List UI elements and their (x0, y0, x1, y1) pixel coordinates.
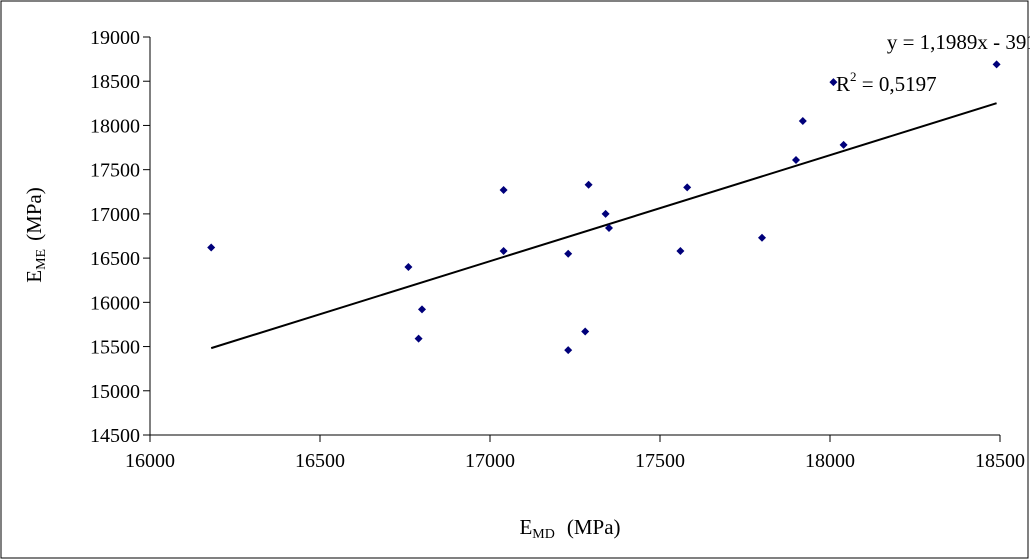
data-point (683, 183, 692, 192)
data-point (418, 305, 426, 314)
y-tick-label: 15500 (90, 337, 140, 359)
y-tick-label: 16500 (90, 248, 140, 270)
y-tick-label: 18500 (90, 71, 140, 93)
data-point (414, 334, 423, 343)
data-point (601, 209, 610, 218)
data-point (207, 243, 216, 252)
x-tick-label: 17500 (635, 450, 685, 472)
y-tick-label: 14500 (90, 425, 140, 447)
x-tick-label: 16000 (125, 450, 175, 472)
x-tick-label: 18500 (975, 450, 1025, 472)
data-point (581, 327, 590, 336)
y-axis-label-main: E (22, 270, 46, 283)
y-tick-label: 17500 (90, 160, 140, 182)
y-axis: 14500 15000 15500 16000 16500 17000 17500 18000… (90, 27, 151, 447)
data-point (605, 224, 613, 233)
y-tick-label: 16000 (90, 292, 140, 314)
y-tick-label: 15000 (90, 381, 140, 403)
x-axis-label-sub: MD (532, 527, 555, 542)
trendline-equation: y = 1,1989x - 3916,1 (887, 30, 1030, 54)
data-point (676, 247, 685, 256)
data-point (829, 78, 838, 87)
r-squared-label: R2 = 0,5197 (836, 69, 937, 96)
x-axis: 16000 16500 17000 17500 18000 18500 (125, 434, 1025, 472)
x-axis-label-main: E (519, 515, 532, 539)
data-point (499, 186, 508, 195)
x-tick-label: 17000 (465, 450, 515, 472)
data-point (992, 60, 1001, 69)
data-point (839, 140, 848, 149)
trendline-group (210, 102, 997, 350)
y-axis-label-unit: (MPa) (22, 187, 46, 241)
data-point (564, 249, 573, 258)
data-point (404, 262, 413, 271)
data-point (758, 233, 766, 242)
y-axis-label: EME (MPa) (22, 187, 49, 283)
data-point (792, 155, 800, 164)
x-axis-label-unit: (MPa) (567, 515, 621, 539)
data-point (564, 346, 573, 355)
y-axis-label-sub: ME (34, 249, 49, 270)
data-point (584, 180, 593, 189)
data-points (207, 60, 1001, 355)
r-squared-value: = 0,5197 (857, 72, 937, 96)
r-squared-superscript: 2 (850, 69, 857, 84)
y-tick-label: 19000 (90, 27, 140, 49)
trendline (210, 102, 997, 350)
x-tick-label: 18000 (805, 450, 855, 472)
x-tick-label: 16500 (295, 450, 345, 472)
r-squared-letter: R (836, 72, 850, 96)
data-point (499, 247, 508, 256)
x-axis-label: EMD (MPa) (519, 515, 620, 542)
y-tick-label: 18000 (90, 115, 140, 137)
data-point (798, 117, 807, 126)
y-tick-label: 17000 (90, 204, 140, 226)
